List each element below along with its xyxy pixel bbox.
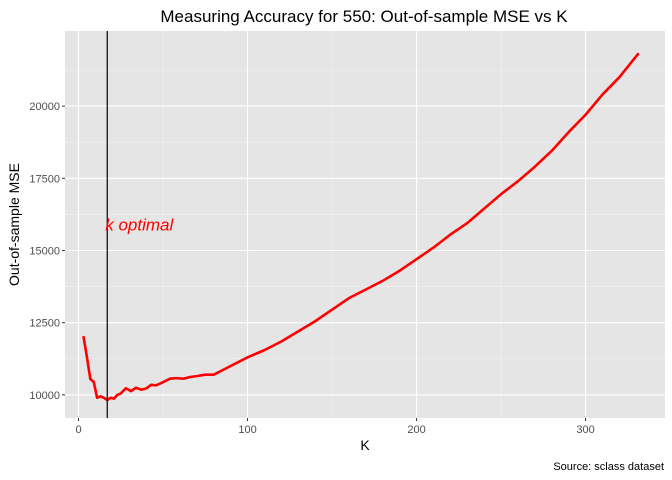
k-optimal-annotation: k optimal: [105, 216, 174, 235]
y-tick-label: 10000: [29, 390, 60, 402]
minor-gridlines: [65, 31, 665, 418]
x-tick-label: 200: [407, 424, 425, 436]
y-tick-label: 12500: [29, 318, 60, 330]
y-axis-ticks: 10000 12500 15000 17500 20000: [29, 101, 65, 402]
chart-caption: Source: sclass dataset: [553, 461, 664, 473]
x-tick-label: 0: [75, 424, 81, 436]
x-axis-label: K: [360, 437, 370, 453]
chart-title: Measuring Accuracy for 550: Out-of-sampl…: [160, 7, 568, 26]
plot-panel: [65, 31, 665, 418]
chart-marks: k optimal: [82, 31, 640, 418]
y-tick-label: 15000: [29, 245, 60, 257]
y-axis-label: Out-of-sample MSE: [6, 163, 22, 286]
y-tick-label: 20000: [29, 101, 60, 113]
x-tick-label: 300: [576, 424, 594, 436]
x-axis-ticks: 0 100 200 300: [75, 418, 595, 436]
mse-line: [82, 52, 640, 402]
x-tick-label: 100: [238, 424, 256, 436]
major-gridlines: [65, 31, 665, 418]
y-tick-label: 17500: [29, 173, 60, 185]
